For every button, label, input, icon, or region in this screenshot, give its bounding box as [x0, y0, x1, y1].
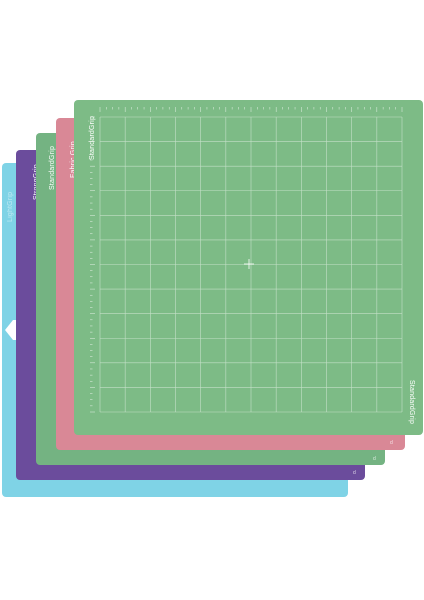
mat-standardgrip-front: StandardGrip StandardGrip — [74, 100, 423, 435]
mat-standardgrip-back-corner-mark: d — [373, 456, 376, 462]
mat-ruler-ticks — [90, 107, 403, 413]
mat-fabricgrip-corner-mark: d — [390, 440, 393, 446]
mat-standardgrip-front-top-label: StandardGrip — [89, 116, 96, 160]
mat-lightgrip-label: LightGrip — [7, 192, 14, 222]
mat-fabricgrip-label: Fabric Grip — [70, 141, 77, 178]
mat-stronggrip-corner-mark: d — [353, 470, 356, 476]
mat-standardgrip-back-label: StandardGrip — [49, 146, 56, 190]
mat-center-crosshair — [244, 259, 254, 269]
mat-standardgrip-front-side-label: StandardGrip — [408, 380, 415, 424]
mat-grid — [99, 116, 403, 413]
